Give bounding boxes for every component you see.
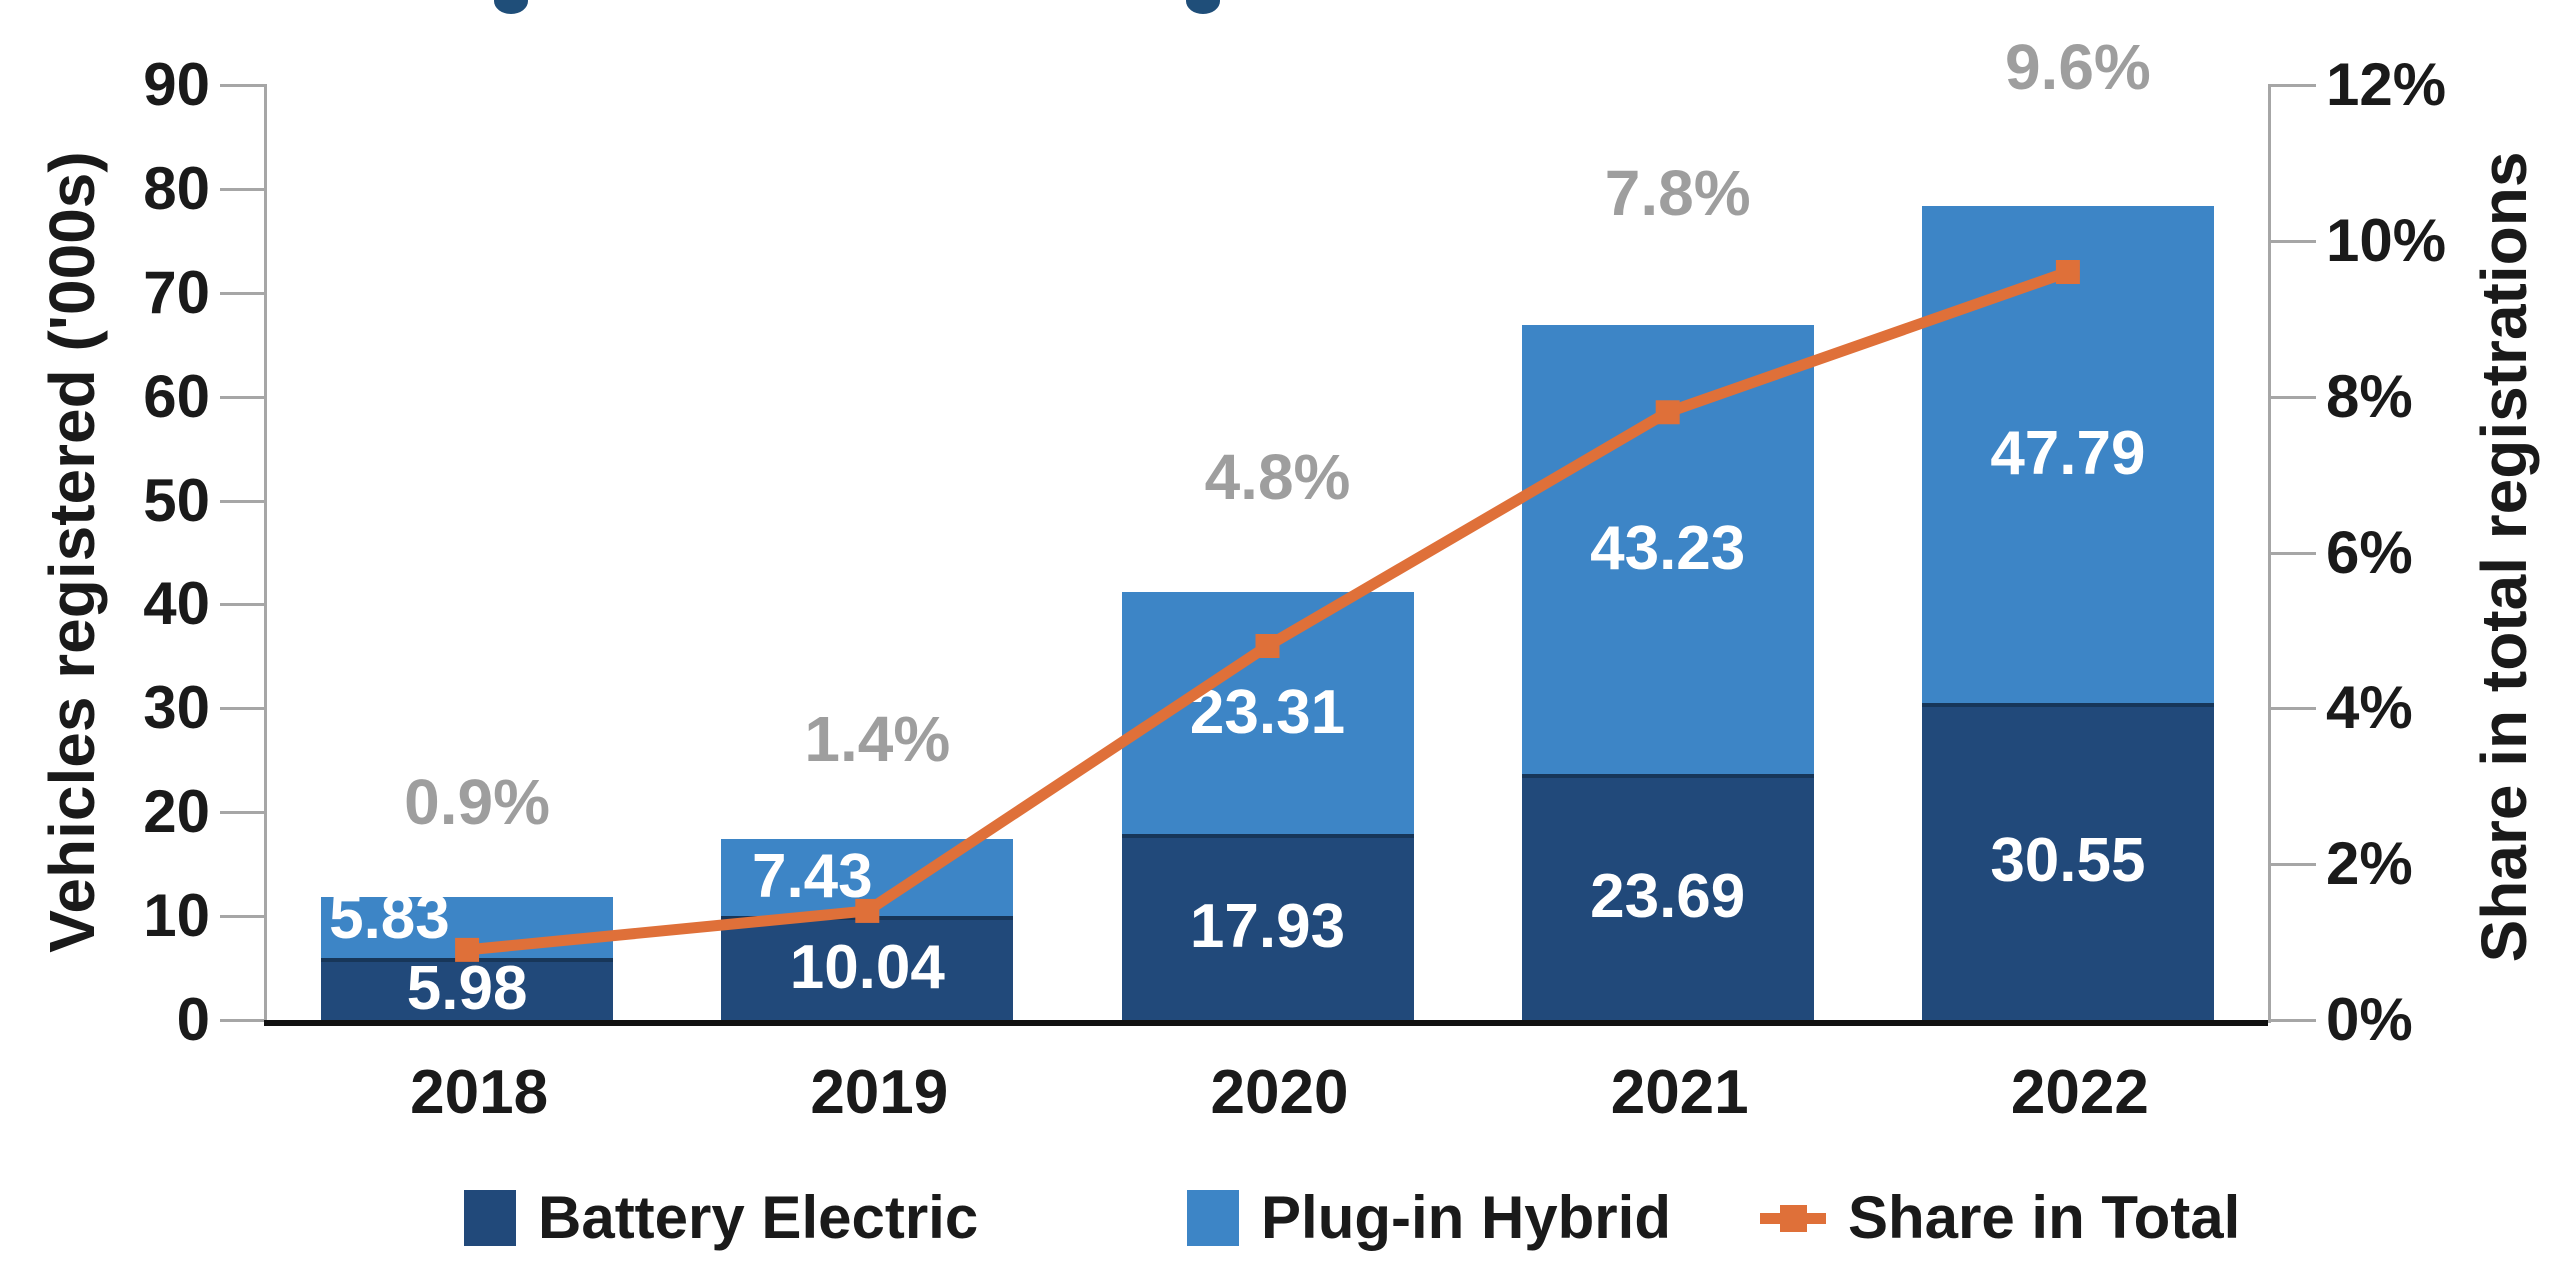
right-axis-tick-label: 0% <box>2326 986 2413 1053</box>
left-axis-tick <box>220 499 267 503</box>
left-axis-tick-label: 10 <box>143 882 210 950</box>
left-axis-tick-label: 0 <box>176 986 210 1053</box>
left-axis-tick <box>220 395 267 399</box>
legend-label: Battery Electric <box>538 1184 979 1251</box>
bar-value-label: 23.31 <box>1189 677 1346 747</box>
share-percent-label: 1.4% <box>804 703 951 776</box>
left-axis-tick-label: 60 <box>143 362 210 430</box>
bar-value-label: 10.04 <box>789 932 945 1002</box>
bar-value-label: 5.83 <box>329 882 450 952</box>
right-axis-tick-label: 10% <box>2326 206 2447 274</box>
left-axis-tick-label: 70 <box>143 258 210 326</box>
share-line-marker <box>455 937 480 962</box>
left-axis-tick <box>220 811 267 815</box>
left-axis-tick-label: 90 <box>143 51 210 118</box>
left-axis-tick-label: 30 <box>143 674 210 742</box>
bar-segment-battery-electric <box>1121 833 1414 1024</box>
right-axis-tick-label: 2% <box>2326 830 2413 898</box>
share-line-marker <box>1255 634 1280 658</box>
left-axis-tick <box>220 707 267 711</box>
left-axis-line <box>264 85 267 1023</box>
bar-value-label: 7.43 <box>751 842 873 912</box>
x-axis-category-label: 2019 <box>810 1058 949 1127</box>
left-axis-tick <box>220 84 267 87</box>
right-axis-tick-label: 12% <box>2326 51 2447 118</box>
left-axis-tick <box>220 603 267 607</box>
bar-segment-battery-electric <box>1921 702 2214 1024</box>
x-axis-baseline <box>264 1020 2268 1026</box>
legend-item-share-in-total: Share in Total <box>1760 1178 2240 1258</box>
legend-label: Plug-in Hybrid <box>1261 1184 1671 1251</box>
battery-electric-swatch-icon <box>464 1190 516 1246</box>
bar-value-label: 47.79 <box>1990 419 2146 489</box>
right-axis-tick-label: 6% <box>2326 518 2413 586</box>
left-axis-tick-label: 20 <box>143 778 210 846</box>
bar-segment-plug-in-hybrid <box>1521 324 1814 774</box>
plug-in-hybrid-swatch-icon <box>1187 1190 1239 1246</box>
share-percent-label: 7.8% <box>1604 156 1751 229</box>
left-axis-tick <box>220 291 267 295</box>
right-axis-tick <box>2268 863 2316 867</box>
x-axis-category-label: 2022 <box>2010 1058 2149 1127</box>
right-axis-tick-label: 4% <box>2326 674 2413 742</box>
bar-segment-battery-electric <box>1521 773 1814 1024</box>
left-axis-tick <box>220 915 267 919</box>
right-axis-tick <box>2268 395 2316 399</box>
bar-segment-battery-electric <box>721 915 1014 1024</box>
bar-value-label: 30.55 <box>1990 826 2146 896</box>
legend-label: Share in Total <box>1848 1184 2241 1251</box>
cropped-title-descender <box>1186 0 1220 14</box>
left-axis-tick-label: 40 <box>143 570 210 638</box>
x-axis-category-label: 2020 <box>1210 1058 1349 1127</box>
bar-value-label: 17.93 <box>1189 891 1346 961</box>
x-axis-category-label: 2021 <box>1610 1058 1749 1127</box>
legend-item-plugin-hybrid: Plug-in Hybrid <box>1187 1178 1671 1258</box>
x-axis-category-label: 2018 <box>410 1058 549 1127</box>
right-axis-tick <box>2268 239 2316 243</box>
left-axis-tick-label: 80 <box>143 154 210 222</box>
bar-value-label: 43.23 <box>1590 514 1746 584</box>
left-axis-tick <box>220 187 267 191</box>
right-axis-tick-label: 8% <box>2326 362 2413 430</box>
share-line-marker <box>855 898 880 923</box>
share-line-marker-icon <box>1760 1190 1826 1246</box>
bar-value-label: 23.69 <box>1590 861 1746 931</box>
share-line-marker <box>1655 400 1680 425</box>
legend: Battery Electric Plug-in Hybrid Share in… <box>0 1178 2560 1258</box>
right-axis-tick <box>2268 84 2316 87</box>
bar-value-label: 5.98 <box>406 953 528 1023</box>
share-percent-label: 4.8% <box>1204 440 1351 513</box>
left-axis-tick <box>220 1019 267 1022</box>
right-axis-tick <box>2268 1019 2316 1022</box>
legend-item-battery-electric: Battery Electric <box>464 1178 978 1258</box>
share-percent-label: 9.6% <box>2004 30 2151 103</box>
cropped-title-descender <box>494 0 528 14</box>
bar-segment-plug-in-hybrid <box>1921 206 2214 703</box>
share-percent-label: 0.9% <box>404 765 551 838</box>
right-axis-tick <box>2268 551 2316 555</box>
right-axis-tick <box>2268 707 2316 711</box>
share-line-marker <box>2055 260 2080 284</box>
left-axis-tick-label: 50 <box>143 466 210 534</box>
